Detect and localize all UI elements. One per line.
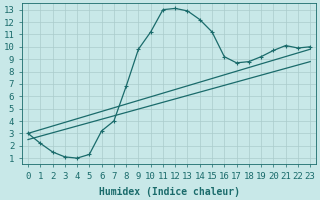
X-axis label: Humidex (Indice chaleur): Humidex (Indice chaleur) [99,186,240,197]
